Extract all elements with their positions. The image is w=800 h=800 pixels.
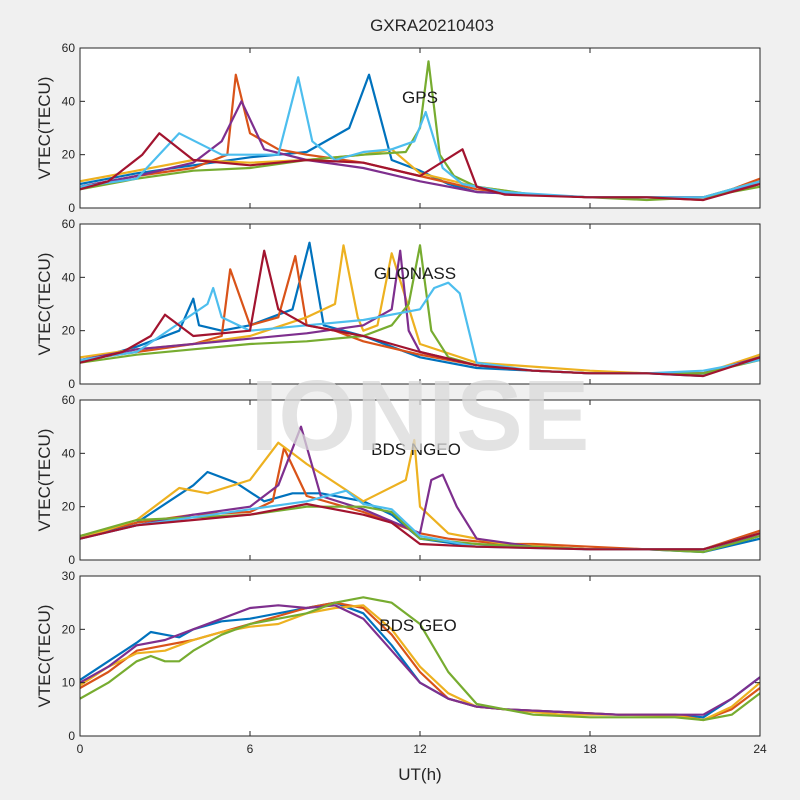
panel-bds-geo: 0 6 12 18 24 0 10 20 30 VTEC(TECU) BDS GEO <box>35 569 767 756</box>
y-tick-label: 60 <box>62 393 76 407</box>
y-tick-label: 60 <box>62 217 76 231</box>
y-axis-label: VTEC(TECU) <box>35 605 54 708</box>
series-group <box>80 60 760 202</box>
series-line-7 <box>80 132 760 202</box>
y-tick-label: 60 <box>62 41 76 55</box>
series-group <box>80 241 760 378</box>
y-tick-label: 30 <box>62 569 76 583</box>
series-group <box>80 425 760 554</box>
y-tick-label: 0 <box>68 377 75 391</box>
watermark: IONISE <box>251 360 590 472</box>
y-axis-label: VTEC(TECU) <box>35 253 54 356</box>
series-line-3 <box>80 244 760 375</box>
x-tick-label: 24 <box>753 742 767 756</box>
series-group <box>80 596 760 722</box>
panel-label: GLONASS <box>374 264 456 283</box>
y-tick-label: 20 <box>62 622 76 636</box>
x-tick-label: 12 <box>413 742 427 756</box>
panel-bds-ngeo: 0 20 40 60 VTEC(TECU) BDS NGEO <box>35 393 761 567</box>
y-tick-label: 40 <box>62 270 76 284</box>
series-line-7 <box>80 502 760 551</box>
y-axis-label: VTEC(TECU) <box>35 429 54 532</box>
panel-glonass: 0 20 40 60 VTEC(TECU) GLONASS <box>35 217 761 391</box>
plot-area <box>80 576 760 736</box>
panel-label: GPS <box>402 88 438 107</box>
panel-gps: 0 20 40 60 VTEC(TECU) GPS <box>35 41 761 215</box>
y-tick-label: 40 <box>62 94 76 108</box>
x-axis-label: UT(h) <box>398 765 441 784</box>
series-line-4 <box>80 604 760 716</box>
y-tick-label: 0 <box>68 553 75 567</box>
y-tick-label: 20 <box>62 148 76 162</box>
y-tick-label: 20 <box>62 500 76 514</box>
x-tick-label: 6 <box>247 742 254 756</box>
figure-title: GXRA20210403 <box>370 16 494 35</box>
panel-label: BDS NGEO <box>371 440 461 459</box>
x-tick-label: 0 <box>77 742 84 756</box>
y-tick-label: 20 <box>62 324 76 338</box>
series-line-7 <box>80 249 760 378</box>
y-tick-label: 40 <box>62 446 76 460</box>
y-axis-label: VTEC(TECU) <box>35 77 54 180</box>
x-tick-label: 18 <box>583 742 597 756</box>
y-tick-label: 0 <box>68 201 75 215</box>
y-tick-label: 0 <box>68 729 75 743</box>
series-line-5 <box>80 596 760 722</box>
panel-label: BDS GEO <box>379 616 456 635</box>
y-tick-label: 10 <box>62 676 76 690</box>
